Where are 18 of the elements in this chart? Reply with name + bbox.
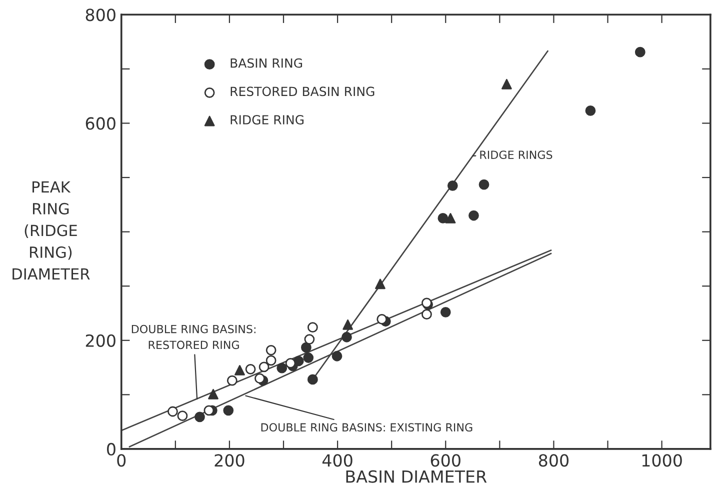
x-tick-label: 1000: [642, 454, 682, 467]
y-tick-label: 0: [107, 442, 116, 456]
x-tick-label: 800: [538, 454, 569, 467]
y-axis-title: PEAK RING (RIDGE RING) DIAMETER: [12, 181, 90, 280]
x-tick-label: 600: [430, 454, 460, 467]
y-tick-label: 800: [86, 8, 116, 22]
x-axis-title: BASIN DIAMETER: [346, 470, 487, 483]
x-tick-label: 200: [214, 454, 244, 467]
y-tick-label: 600: [86, 117, 116, 130]
legend-label: RESTORED BASIN RING: [230, 86, 374, 96]
y-tick-label: 200: [86, 334, 116, 347]
annotation: DOUBLE RING BASINS: RESTORED RING: [132, 324, 256, 350]
x-tick-label: 400: [322, 454, 352, 467]
legend-label: RIDGE RING: [230, 115, 304, 124]
annotation: RIDGE RINGS: [480, 150, 552, 160]
annotation: DOUBLE RING BASINS: EXISTING RING: [261, 423, 472, 432]
x-tick-label: 0: [117, 454, 126, 467]
legend-label: BASIN RING: [230, 58, 302, 68]
